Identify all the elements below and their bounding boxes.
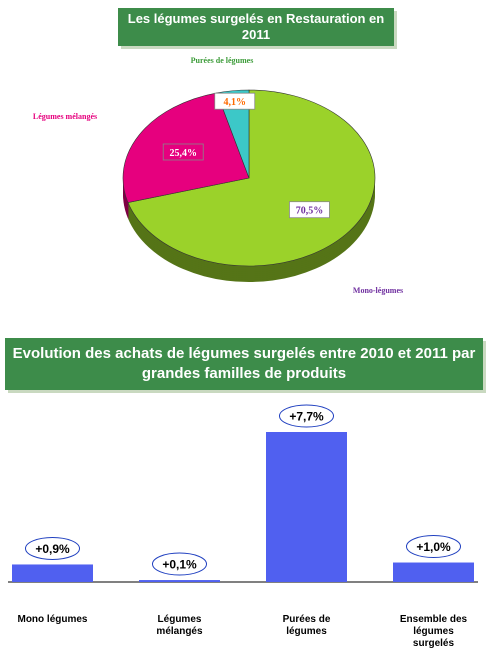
value-label-oval: [279, 404, 334, 428]
x-tick-label: Ensemble des légumes surgelés: [399, 614, 468, 649]
x-tick-label: Purées de légumes: [282, 614, 331, 637]
bar-title: Evolution des achats de légumes surgelés…: [5, 338, 483, 390]
category-label: Mono-légumes: [352, 286, 404, 295]
value-label: 70,5%: [296, 206, 324, 217]
value-label: 25,4%: [169, 148, 197, 159]
pie-title: Les légumes surgelés en Restauration en …: [118, 8, 394, 46]
pie-slice: [127, 89, 376, 267]
value-label-oval: [25, 536, 80, 560]
bar: [139, 580, 220, 582]
value-label: 4,1%: [224, 97, 247, 108]
category-label: Légumes mélangés: [32, 112, 98, 121]
value-label-oval: [152, 552, 207, 576]
bar: [266, 432, 347, 582]
x-tick-label: Mono légumes: [17, 614, 88, 625]
value-label-oval: [406, 535, 461, 559]
value-label: +0,9%: [35, 542, 70, 556]
bar: [393, 562, 474, 582]
category-label: Purées de légumes: [190, 56, 254, 65]
value-label-box: [214, 92, 256, 110]
value-label-box: [289, 201, 330, 219]
value-label-box: [162, 143, 204, 161]
value-label: +1,0%: [416, 540, 451, 554]
bar: [12, 564, 93, 582]
value-label: +7,7%: [289, 410, 324, 424]
value-label: +0,1%: [162, 558, 197, 572]
x-tick-label: Légumes mélangés: [156, 614, 203, 637]
